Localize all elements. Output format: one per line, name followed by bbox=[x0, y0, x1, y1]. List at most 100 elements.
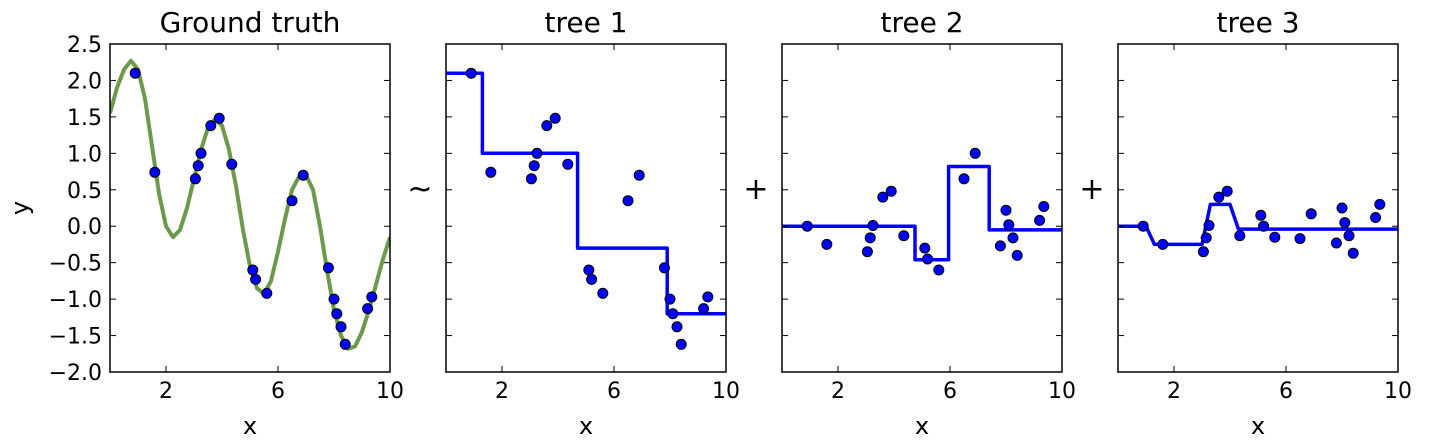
data-point-12 bbox=[1294, 233, 1306, 245]
data-point-17 bbox=[1007, 232, 1019, 244]
tree-step-line bbox=[782, 164, 1062, 262]
plot-area bbox=[782, 164, 1062, 262]
data-point-13 bbox=[297, 169, 309, 181]
chart-title: tree 1 bbox=[544, 6, 627, 39]
data-point-4 bbox=[192, 160, 204, 172]
data-point-6 bbox=[877, 191, 889, 203]
data-point-14 bbox=[1330, 237, 1342, 249]
data-point-6 bbox=[205, 120, 217, 132]
ground-truth-curve bbox=[110, 58, 390, 351]
data-point-19 bbox=[362, 303, 374, 315]
data-point-16 bbox=[667, 308, 679, 320]
data-point-7 bbox=[885, 185, 897, 197]
y-tick-label: 1.5 bbox=[67, 106, 102, 131]
data-point-5 bbox=[195, 147, 207, 159]
data-point-9 bbox=[247, 264, 259, 276]
data-point-13 bbox=[1305, 208, 1317, 220]
data-point-9 bbox=[1255, 209, 1267, 221]
data-point-10 bbox=[922, 253, 934, 265]
data-point-19 bbox=[698, 303, 710, 315]
operator-plus-1: + bbox=[743, 172, 768, 207]
data-point-16 bbox=[1003, 219, 1015, 231]
data-point-20 bbox=[366, 291, 378, 303]
x-tick-label: 2 bbox=[831, 379, 845, 404]
data-point-6 bbox=[541, 120, 553, 132]
data-point-11 bbox=[261, 287, 273, 299]
data-point-6 bbox=[1213, 191, 1225, 203]
data-point-16 bbox=[1339, 217, 1351, 229]
x-tick-label: 2 bbox=[1167, 379, 1181, 404]
data-point-11 bbox=[1269, 231, 1281, 243]
tree-step-line bbox=[1118, 202, 1398, 247]
data-point-8 bbox=[226, 158, 238, 170]
data-point-19 bbox=[1034, 214, 1046, 226]
data-point-9 bbox=[919, 242, 931, 254]
y-tick-label: −2.0 bbox=[49, 361, 102, 386]
data-point-14 bbox=[994, 240, 1006, 252]
data-point-8 bbox=[898, 230, 910, 242]
axes-frame bbox=[445, 43, 727, 373]
x-axis-label: x bbox=[915, 412, 929, 440]
x-tick-label: 6 bbox=[1279, 379, 1293, 404]
x-tick-label: 6 bbox=[271, 379, 285, 404]
y-tick-label: −1.5 bbox=[49, 325, 102, 350]
x-tick-label: 2 bbox=[159, 379, 173, 404]
data-point-3 bbox=[1197, 246, 1209, 258]
data-point-1 bbox=[465, 67, 477, 79]
chart-title: tree 3 bbox=[1216, 6, 1299, 39]
data-point-17 bbox=[671, 321, 683, 333]
chart-title: tree 2 bbox=[880, 6, 963, 39]
data-point-7 bbox=[549, 112, 561, 124]
operator-plus-2: + bbox=[1079, 172, 1104, 207]
data-point-5 bbox=[867, 220, 879, 231]
x-tick-label: 6 bbox=[607, 379, 621, 404]
x-tick-label: 2 bbox=[495, 379, 509, 404]
chart-panel-1: 2 6 10 2.5 2.0 1.5 1.0 0.5 0.0 −0.5 −1.0 −1.5 −2.0 Gr… bbox=[6, 6, 404, 440]
chart-panel-4: 2 6 10 tree 3 x bbox=[1117, 6, 1412, 440]
data-point-1 bbox=[1137, 220, 1149, 232]
data-point-3 bbox=[861, 246, 873, 258]
data-point-20 bbox=[702, 291, 714, 303]
data-point-2 bbox=[485, 166, 497, 178]
data-point-8 bbox=[1234, 230, 1246, 242]
data-point-12 bbox=[958, 173, 970, 185]
data-point-15 bbox=[1000, 204, 1012, 216]
data-point-13 bbox=[969, 147, 981, 159]
data-point-4 bbox=[864, 232, 876, 244]
x-tick-label: 6 bbox=[943, 379, 957, 404]
data-point-13 bbox=[633, 169, 645, 181]
data-point-2 bbox=[821, 238, 833, 250]
data-point-20 bbox=[1038, 201, 1050, 212]
data-point-17 bbox=[335, 321, 347, 333]
x-tick-label: 10 bbox=[1048, 379, 1076, 404]
data-point-8 bbox=[562, 158, 574, 170]
data-point-15 bbox=[328, 293, 340, 305]
plot-area bbox=[1118, 202, 1398, 247]
data-point-7 bbox=[1221, 185, 1233, 197]
data-point-10 bbox=[250, 273, 262, 285]
data-point-18 bbox=[1011, 249, 1023, 261]
data-point-7 bbox=[213, 112, 225, 124]
data-point-20 bbox=[1374, 198, 1386, 210]
data-point-11 bbox=[933, 264, 945, 276]
data-point-18 bbox=[1347, 247, 1359, 259]
operator-tilde: ~ bbox=[407, 172, 432, 207]
data-point-12 bbox=[622, 195, 634, 207]
data-point-2 bbox=[1157, 238, 1169, 250]
axes-frame bbox=[781, 43, 1063, 373]
plot-area bbox=[110, 58, 390, 351]
y-tick-label: 0.5 bbox=[67, 179, 102, 204]
data-point-5 bbox=[531, 147, 543, 159]
x-tick-label: 10 bbox=[712, 379, 740, 404]
chart-title: Ground truth bbox=[160, 6, 341, 39]
data-point-12 bbox=[286, 195, 298, 207]
x-tick-label: 10 bbox=[1384, 379, 1412, 404]
axes-frame bbox=[109, 43, 391, 373]
data-point-4 bbox=[528, 160, 540, 172]
plot-area bbox=[446, 71, 726, 316]
data-point-1 bbox=[801, 220, 813, 232]
data-point-18 bbox=[339, 338, 351, 350]
y-tick-label: 0.0 bbox=[67, 215, 102, 240]
axes-frame bbox=[1117, 43, 1399, 373]
x-axis-label: x bbox=[243, 412, 257, 440]
